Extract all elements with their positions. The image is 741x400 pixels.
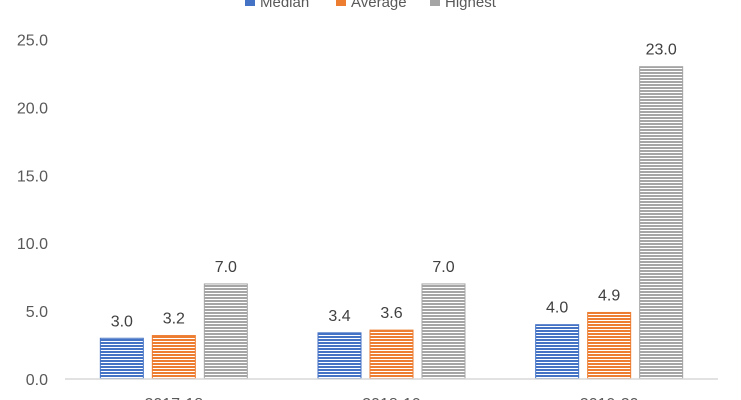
x-tick-label-2017-18: 2017-18 [144, 396, 203, 400]
bar-average-2017-18 [151, 335, 196, 380]
data-labels: 3.0 3.2 7.0 3.4 3.6 7.0 4.0 4.9 23.0 [111, 42, 677, 331]
data-label-median-2019-20: 4.0 [546, 300, 568, 317]
y-tick-label-5-0: 5.0 [26, 304, 48, 321]
legend-swatch-median [245, 0, 255, 6]
legend: Median Average Highest [245, 0, 497, 11]
legend-label-average: Average [351, 0, 407, 11]
x-tick-label-2019-20: 2019-20 [580, 396, 639, 400]
bar-highest-2017-18 [203, 283, 248, 380]
bar-median-2018-19 [317, 332, 362, 380]
legend-swatch-highest [430, 0, 440, 6]
bars [99, 66, 684, 380]
data-label-highest-2017-18: 7.0 [215, 259, 237, 276]
y-tick-label-20-0: 20.0 [17, 100, 48, 117]
data-label-highest-2018-19: 7.0 [432, 259, 454, 276]
legend-label-highest: Highest [445, 0, 497, 11]
data-label-average-2018-19: 3.6 [380, 305, 402, 322]
bar-median-2017-18 [99, 337, 144, 380]
bar-average-2019-20 [587, 311, 632, 380]
y-tick-label-25-0: 25.0 [17, 33, 48, 50]
x-axis: 2017-18 2018-19 2019-20 [144, 396, 638, 400]
legend-label-median: Median [260, 0, 309, 11]
data-label-median-2018-19: 3.4 [328, 308, 350, 325]
bar-median-2019-20 [535, 324, 580, 380]
legend-swatch-average [336, 0, 346, 6]
bar-highest-2019-20 [639, 66, 684, 380]
x-tick-label-2018-19: 2018-19 [362, 396, 421, 400]
y-tick-label-10-0: 10.0 [17, 236, 48, 253]
data-label-average-2017-18: 3.2 [163, 311, 185, 328]
data-label-median-2017-18: 3.0 [111, 313, 133, 330]
bar-average-2018-19 [369, 329, 414, 380]
data-label-average-2019-20: 4.9 [598, 287, 620, 304]
data-label-highest-2019-20: 23.0 [646, 42, 677, 59]
y-axis: 0.0 5.0 10.0 15.0 20.0 25.0 [17, 33, 48, 390]
y-tick-label-15-0: 15.0 [17, 168, 48, 185]
bar-highest-2018-19 [421, 283, 466, 380]
y-tick-label-0-0: 0.0 [26, 372, 48, 389]
